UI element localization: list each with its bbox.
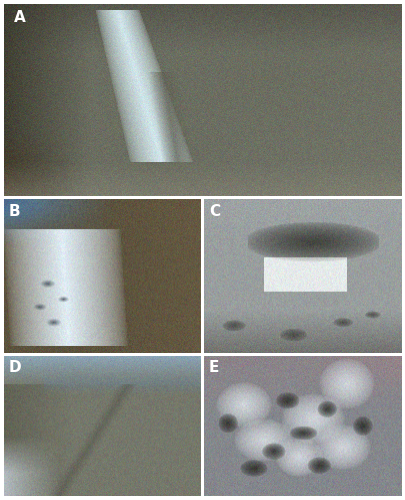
Text: D: D: [9, 360, 21, 375]
Text: E: E: [209, 360, 219, 375]
Text: C: C: [209, 204, 220, 218]
Text: A: A: [14, 10, 26, 25]
Text: B: B: [9, 204, 21, 218]
